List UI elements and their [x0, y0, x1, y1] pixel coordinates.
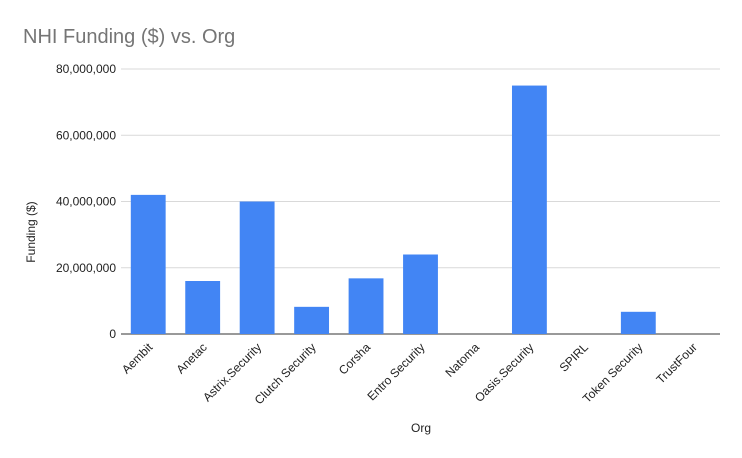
y-tick-label: 0 — [109, 327, 116, 341]
bar-corsha — [348, 278, 384, 334]
y-tick-label: 40,000,000 — [56, 195, 116, 209]
bar-clutch-security — [294, 306, 330, 334]
bar-token-security — [620, 311, 656, 334]
bar-aembit — [130, 194, 166, 334]
y-tick-label: 80,000,000 — [56, 62, 116, 76]
x-axis-title: Org — [411, 421, 431, 435]
y-tick-label: 60,000,000 — [56, 128, 116, 142]
bar-astrix-security — [239, 201, 275, 334]
bar-anetac — [185, 281, 221, 334]
gridlines — [121, 68, 720, 335]
x-tick-label: Aembit — [119, 340, 156, 377]
chart-title: NHI Funding ($) vs. Org — [23, 26, 235, 48]
x-tick-label: Corsha — [336, 340, 373, 377]
y-tick-labels: 0 20,000,000 40,000,000 60,000,000 80,000,00… — [56, 62, 116, 341]
y-tick-label: 20,000,000 — [56, 261, 116, 275]
bars — [130, 85, 656, 334]
x-tick-label: SPIRL — [557, 340, 592, 375]
bar-entro-security — [403, 254, 438, 334]
x-tick-label: TrustFour — [654, 340, 700, 386]
x-tick-label: Anetac — [173, 340, 209, 376]
y-axis-title: Funding ($) — [24, 201, 38, 262]
x-tick-label: Natoma — [442, 340, 482, 380]
x-tick-label: Entro Security — [364, 340, 427, 403]
bar-oasis-security — [511, 85, 547, 334]
